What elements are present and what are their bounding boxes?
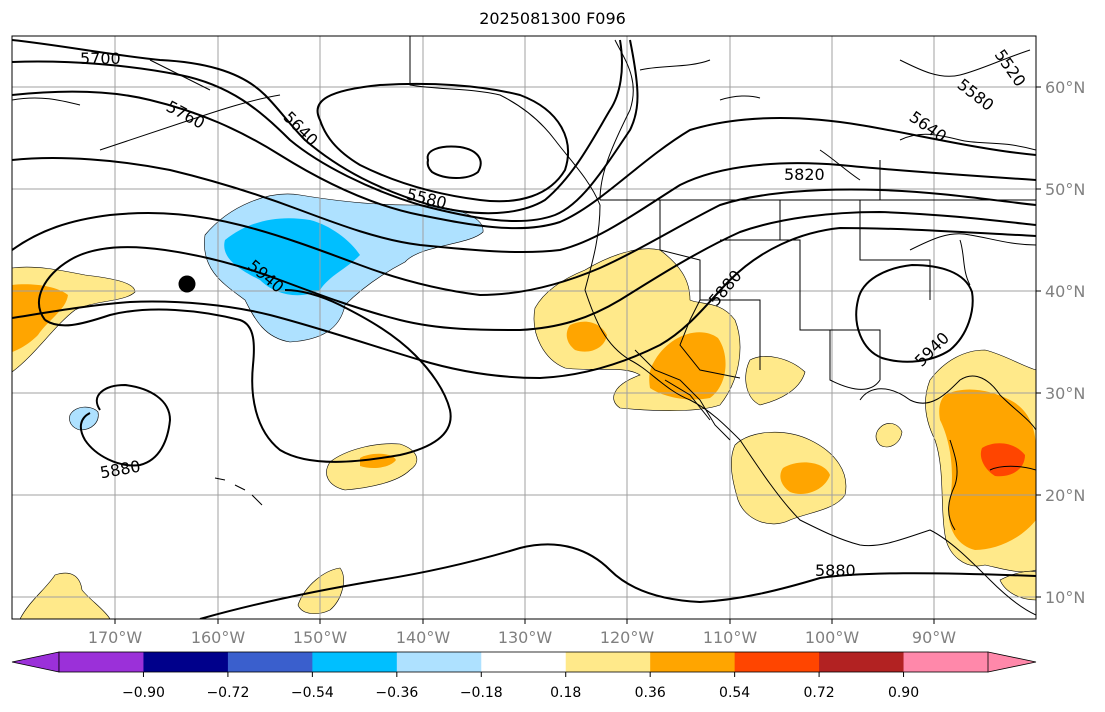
colorbar-tick-label: −0.54 bbox=[291, 685, 334, 701]
colorbar-cell bbox=[227, 652, 313, 672]
lat-label: 30°N bbox=[1045, 384, 1085, 403]
height-contours bbox=[12, 39, 1036, 619]
lat-label: 40°N bbox=[1045, 282, 1085, 301]
lon-label: 120°W bbox=[600, 628, 655, 647]
contour-label: 5880 bbox=[815, 561, 856, 580]
positive-anomaly-gulf-small bbox=[875, 423, 903, 448]
positive-anomaly-ca-inner bbox=[566, 321, 607, 352]
map-title: 2025081300 F096 bbox=[479, 9, 626, 28]
positive-anomaly-mexico-inner bbox=[780, 462, 830, 495]
plot-frame bbox=[11, 35, 1037, 620]
positive-anomaly-texas bbox=[745, 356, 806, 406]
contour-label: 5700 bbox=[80, 49, 121, 68]
contour-label: 5760 bbox=[163, 97, 208, 133]
coastlines bbox=[12, 36, 1036, 616]
colorbar-tick-label: −0.18 bbox=[460, 685, 503, 701]
lon-label: 160°W bbox=[191, 628, 246, 647]
lon-label: 170°W bbox=[88, 628, 143, 647]
graticule bbox=[12, 36, 1036, 619]
longitude-labels: 170°W 160°W 150°W 140°W 130°W 120°W 110°… bbox=[88, 628, 956, 647]
colorbar-cell bbox=[396, 652, 482, 672]
negative-anomaly-mid bbox=[224, 218, 360, 296]
colorbar-extend-left bbox=[11, 651, 60, 673]
lon-label: 150°W bbox=[293, 628, 348, 647]
positive-anomaly-south-west bbox=[19, 572, 111, 619]
colorbar-cell bbox=[481, 652, 567, 672]
colorbar-cell bbox=[143, 652, 229, 672]
colorbar-cell bbox=[734, 652, 820, 672]
lon-label: 100°W bbox=[805, 628, 860, 647]
latitude-labels: 60°N 50°N 40°N 30°N 20°N 10°N bbox=[1045, 78, 1085, 607]
lon-label: 110°W bbox=[703, 628, 758, 647]
contour-label: 5820 bbox=[784, 165, 825, 184]
contour-label: 5580 bbox=[954, 75, 998, 115]
lon-label: 140°W bbox=[396, 628, 451, 647]
lon-label: 130°W bbox=[498, 628, 553, 647]
lon-label: 90°W bbox=[912, 628, 956, 647]
positive-anomaly-caribbean-core bbox=[980, 443, 1025, 477]
colorbar-cell bbox=[59, 652, 144, 672]
lat-label: 20°N bbox=[1045, 486, 1085, 505]
colorbar-cell bbox=[819, 652, 905, 672]
colorbar-cell bbox=[650, 652, 736, 672]
colorbar-tick-label: 0.90 bbox=[888, 685, 919, 701]
colorbar-extend-right bbox=[987, 651, 1037, 673]
lat-label: 10°N bbox=[1045, 588, 1085, 607]
colorbar-frame bbox=[58, 651, 989, 673]
colorbar-tick-label: −0.72 bbox=[206, 685, 249, 701]
colorbar-tick-label: 0.36 bbox=[635, 685, 666, 701]
colorbar-cell bbox=[312, 652, 398, 672]
positive-anomaly-sw-inner bbox=[649, 332, 726, 400]
colorbar-cell bbox=[903, 652, 989, 672]
colorbar-cell bbox=[565, 652, 651, 672]
contour-label: 5880 bbox=[705, 266, 746, 309]
axis-ticks bbox=[114, 86, 1041, 624]
lat-label: 60°N bbox=[1045, 78, 1085, 97]
positive-anomaly-west-inner bbox=[12, 284, 68, 352]
contour-label: 5880 bbox=[99, 457, 142, 483]
location-marker bbox=[178, 275, 196, 293]
colorbar-tick-label: −0.36 bbox=[375, 685, 418, 701]
colorbar-tick-label: 0.18 bbox=[550, 685, 581, 701]
colorbar-tick-label: −0.90 bbox=[122, 685, 165, 701]
colorbar: −0.90 −0.72 −0.54 −0.36 −0.18 0.18 0.36 0.54 0.7… bbox=[11, 651, 1037, 701]
lat-label: 50°N bbox=[1045, 180, 1085, 199]
colorbar-tick-label: 0.54 bbox=[719, 685, 750, 701]
contour-label: 5640 bbox=[280, 107, 322, 149]
colorbar-tick-label: 0.72 bbox=[804, 685, 835, 701]
